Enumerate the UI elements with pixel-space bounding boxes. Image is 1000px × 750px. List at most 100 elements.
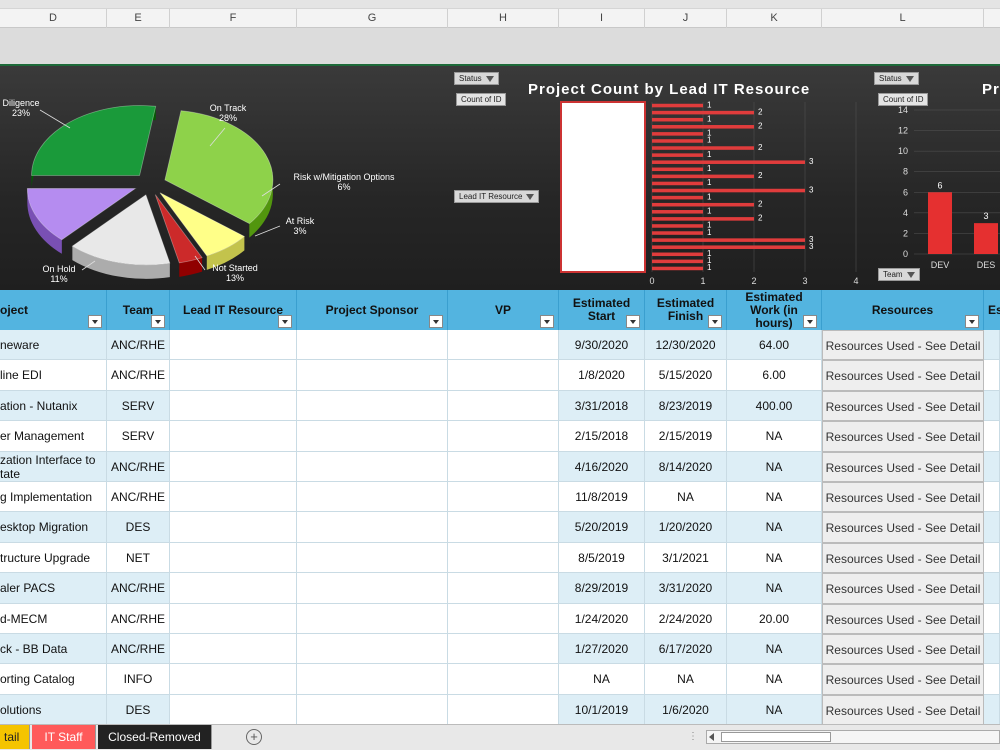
cell-work[interactable]: NA xyxy=(727,634,822,665)
hbar-bar[interactable] xyxy=(652,224,703,228)
cell-work[interactable]: NA xyxy=(727,694,822,724)
header-project[interactable]: oject xyxy=(0,290,107,330)
cell-empty[interactable] xyxy=(170,542,297,574)
sheet-tab-it-staff[interactable]: IT Staff xyxy=(32,725,96,749)
cell-empty[interactable] xyxy=(297,542,448,574)
cell-empty[interactable] xyxy=(170,330,297,361)
cell-work[interactable]: 6.00 xyxy=(727,360,822,391)
cell-project[interactable]: er Management xyxy=(0,421,107,452)
cell-empty[interactable] xyxy=(984,542,1000,574)
scroll-left-icon[interactable] xyxy=(709,733,714,741)
cell-start[interactable]: 1/24/2020 xyxy=(559,603,645,634)
sheet-tab-detail[interactable]: tail xyxy=(0,725,30,749)
cell-start[interactable]: 10/1/2019 xyxy=(559,694,645,724)
cell-project[interactable]: neware xyxy=(0,330,107,361)
cell-empty[interactable] xyxy=(984,330,1000,361)
cell-finish[interactable]: NA xyxy=(645,482,727,513)
pie-slice-risk-w-mitigation-options[interactable] xyxy=(159,192,246,270)
hbar-bar[interactable] xyxy=(652,259,703,264)
cell-team[interactable]: DES xyxy=(107,512,170,543)
sheet-tab-closed-removed[interactable]: Closed-Removed xyxy=(98,725,212,749)
col-header-k[interactable]: K xyxy=(727,9,822,28)
cell-start[interactable]: 1/27/2020 xyxy=(559,634,645,665)
cell-empty[interactable] xyxy=(448,360,559,391)
status-filter-button-2[interactable]: Status xyxy=(874,72,919,85)
cell-team[interactable]: DES xyxy=(107,694,170,724)
cell-finish[interactable]: 5/15/2020 xyxy=(645,360,727,391)
vbar-bar-des[interactable] xyxy=(974,223,998,254)
pie-slice-on-hold[interactable] xyxy=(26,188,137,254)
cell-project[interactable]: ck - BB Data xyxy=(0,634,107,665)
cell-team[interactable]: ANC/RHE xyxy=(107,360,170,391)
cell-work[interactable]: NA xyxy=(727,664,822,695)
cell-empty[interactable] xyxy=(297,482,448,513)
cell-finish[interactable]: 3/1/2021 xyxy=(645,542,727,574)
cell-resources[interactable]: Resources Used - See Detail xyxy=(822,542,984,574)
cell-team[interactable]: ANC/RHE xyxy=(107,573,170,604)
pie-slice-at-risk[interactable] xyxy=(154,194,203,277)
cell-empty[interactable] xyxy=(170,603,297,634)
cell-team[interactable]: ANC/RHE xyxy=(107,603,170,634)
filter-dropdown-icon[interactable] xyxy=(540,315,554,328)
col-header-l[interactable]: L xyxy=(822,9,984,28)
cell-team[interactable]: ANC/RHE xyxy=(107,482,170,513)
hbar-bar[interactable] xyxy=(652,181,703,186)
hbar-bar[interactable] xyxy=(652,195,703,200)
cell-finish[interactable]: 6/17/2020 xyxy=(645,634,727,665)
cell-empty[interactable] xyxy=(448,664,559,695)
cell-finish[interactable]: 8/23/2019 xyxy=(645,390,727,422)
cell-work[interactable]: 20.00 xyxy=(727,603,822,634)
hbar-bar[interactable] xyxy=(652,217,754,221)
cell-empty[interactable] xyxy=(297,330,448,361)
cell-empty[interactable] xyxy=(984,390,1000,422)
hbar-bar[interactable] xyxy=(652,117,703,122)
cell-team[interactable]: SERV xyxy=(107,421,170,452)
team-bar-chart[interactable]: Status Count of ID Pr 0 2 4 6 8 10 12 14 6 DEV 3 DE… xyxy=(870,66,1000,290)
add-sheet-icon[interactable]: + xyxy=(246,729,262,745)
cell-empty[interactable] xyxy=(448,451,559,482)
hbar-bar[interactable] xyxy=(652,153,703,157)
cell-start[interactable]: 11/8/2019 xyxy=(559,482,645,513)
cell-finish[interactable]: 1/6/2020 xyxy=(645,694,727,724)
cell-resources[interactable]: Resources Used - See Detail xyxy=(822,390,984,422)
cell-empty[interactable] xyxy=(984,694,1000,724)
hbar-bar[interactable] xyxy=(652,160,805,164)
hbar-bar[interactable] xyxy=(652,266,703,271)
cell-empty[interactable] xyxy=(297,603,448,634)
hbar-bar[interactable] xyxy=(652,125,754,129)
cell-empty[interactable] xyxy=(170,390,297,422)
pie-slice-not-started[interactable] xyxy=(71,194,171,279)
cell-empty[interactable] xyxy=(984,573,1000,604)
cell-team[interactable]: ANC/RHE xyxy=(107,634,170,665)
status-filter-button[interactable]: Status xyxy=(454,72,499,85)
cell-team[interactable]: INFO xyxy=(107,664,170,695)
horizontal-scrollbar[interactable] xyxy=(706,730,1000,744)
cell-start[interactable]: 8/5/2019 xyxy=(559,542,645,574)
cell-resources[interactable]: Resources Used - See Detail xyxy=(822,634,984,665)
cell-start[interactable]: NA xyxy=(559,664,645,695)
cell-team[interactable]: SERV xyxy=(107,390,170,422)
lead-resource-bar-chart[interactable]: Status Count of ID Project Count by Lead… xyxy=(448,66,870,290)
scrollbar-thumb[interactable] xyxy=(721,732,831,742)
cell-project[interactable]: g Implementation xyxy=(0,482,107,513)
cell-empty[interactable] xyxy=(170,451,297,482)
col-header-g[interactable]: G xyxy=(297,9,448,28)
header-extra[interactable]: Es xyxy=(988,302,1000,317)
cell-empty[interactable] xyxy=(297,634,448,665)
cell-finish[interactable]: 2/24/2020 xyxy=(645,603,727,634)
vbar-bar-dev[interactable] xyxy=(928,192,952,254)
cell-team[interactable]: ANC/RHE xyxy=(107,451,170,482)
cell-empty[interactable] xyxy=(170,694,297,724)
cell-empty[interactable] xyxy=(297,573,448,604)
cell-empty[interactable] xyxy=(984,360,1000,391)
filter-dropdown-icon[interactable] xyxy=(626,315,640,328)
cell-resources[interactable]: Resources Used - See Detail xyxy=(822,664,984,695)
hbar-bar[interactable] xyxy=(652,132,703,136)
hbar-bar[interactable] xyxy=(652,110,754,115)
header-vp[interactable]: VP xyxy=(448,290,559,330)
cell-empty[interactable] xyxy=(170,573,297,604)
cell-finish[interactable]: 2/15/2019 xyxy=(645,421,727,452)
cell-empty[interactable] xyxy=(448,512,559,543)
cell-project[interactable]: aler PACS xyxy=(0,573,107,604)
cell-team[interactable]: NET xyxy=(107,542,170,574)
